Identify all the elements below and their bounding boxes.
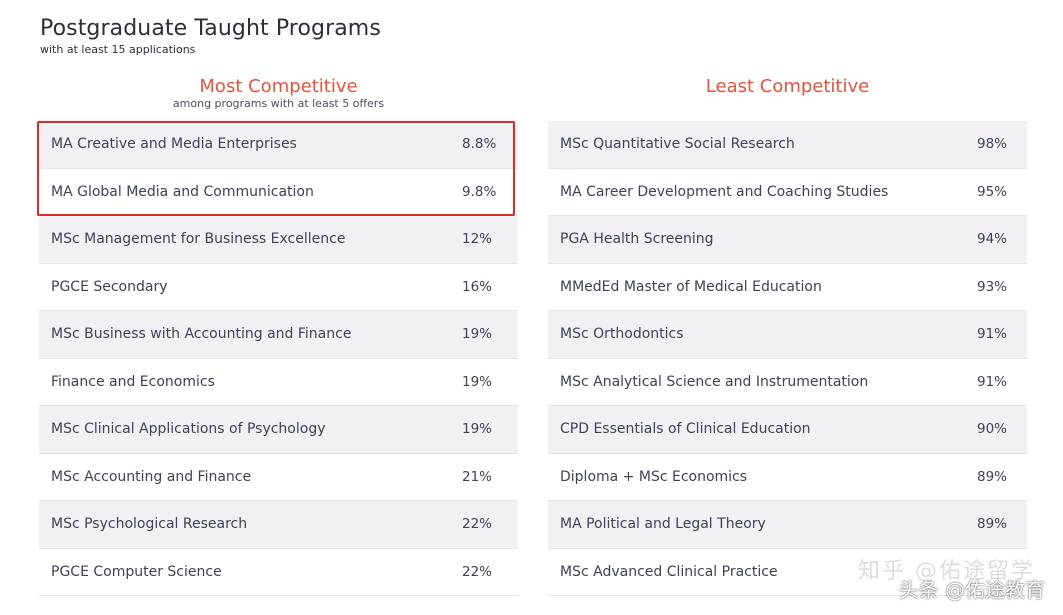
acceptance-rate: 89% [977,468,1008,485]
table-row: MSc Clinical Applications of Psychology … [39,406,518,454]
table-row: MA Global Media and Communication 9.8% [39,168,518,216]
watermark-ghost: 知乎 @佑途留学 [858,559,1035,584]
page-title: Postgraduate Taught Programs [40,16,381,41]
program-name: MSc Clinical Applications of Psychology [51,421,326,438]
program-name: MSc Quantitative Social Research [560,136,795,153]
program-name: PGCE Computer Science [51,563,222,580]
table-row: MSc Advanced Clinical Practice [548,548,1027,596]
acceptance-rate: 98% [977,136,1008,153]
acceptance-rate: 19% [462,421,493,438]
program-name: PGCE Secondary [51,278,168,295]
watermark-text: 头条 @佑途教育 [898,578,1045,602]
acceptance-rate: 19% [462,373,493,390]
acceptance-rate: 22% [462,563,493,580]
page-header: Postgraduate Taught Programs with at lea… [40,14,381,56]
program-name: MA Creative and Media Enterprises [51,136,297,153]
acceptance-rate: 22% [462,516,493,533]
program-name: MSc Analytical Science and Instrumentati… [560,373,869,390]
table-row: MSc Business with Accounting and Finance… [39,311,518,359]
table-row: CPD Essentials of Clinical Education 90% [548,406,1027,454]
acceptance-rate: 12% [462,231,493,248]
program-name: MSc Orthodontics [560,326,684,343]
program-name: Finance and Economics [51,373,215,390]
acceptance-rate: 90% [977,421,1008,438]
most-competitive-heading: Most Competitive among programs with at … [39,74,518,121]
acceptance-rate: 19% [462,326,493,343]
least-competitive-column: Least Competitive MSc Quantitative Socia… [548,74,1027,596]
acceptance-rate: 95% [977,183,1008,200]
least-competitive-title: Least Competitive [705,76,870,97]
table-row: Finance and Economics 19% [39,358,518,406]
least-competitive-heading: Least Competitive [548,74,1027,121]
acceptance-rate: 89% [977,516,1008,533]
table-row: Diploma + MSc Economics 89% [548,453,1027,501]
table-row: MMedEd Master of Medical Education 93% [548,263,1027,311]
program-name: MSc Accounting and Finance [51,468,252,485]
program-name: MSc Management for Business Excellence [51,231,346,248]
acceptance-rate: 8.8% [462,136,497,153]
acceptance-rate: 94% [977,231,1008,248]
acceptance-rate: 9.8% [462,183,497,200]
program-name: MSc Business with Accounting and Finance [51,326,352,343]
table-row: MSc Analytical Science and Instrumentati… [548,358,1027,406]
table-row: MSc Quantitative Social Research 98% [548,121,1027,169]
table-row: MSc Management for Business Excellence 1… [39,216,518,264]
program-name: PGA Health Screening [560,231,714,248]
program-name: MSc Advanced Clinical Practice [560,563,778,580]
watermark: 头条 @佑途教育 [899,574,1045,603]
program-name: MA Political and Legal Theory [560,516,766,533]
program-name: MSc Psychological Research [51,516,248,533]
program-name: CPD Essentials of Clinical Education [560,421,811,438]
table-row: MA Political and Legal Theory 89% [548,501,1027,549]
most-competitive-table: MA Creative and Media Enterprises 8.8% M… [37,121,518,596]
acceptance-rate: 93% [977,278,1008,295]
table-row: MSc Psychological Research 22% [39,501,518,549]
program-name: MMedEd Master of Medical Education [560,278,822,295]
table-row: PGA Health Screening 94% [548,216,1027,264]
most-competitive-subtitle: among programs with at least 5 offers [172,97,385,110]
program-name: MA Career Development and Coaching Studi… [560,183,889,200]
table-row: MA Career Development and Coaching Studi… [548,168,1027,216]
acceptance-rate: 91% [977,373,1008,390]
table-row: PGCE Computer Science 22% [39,548,518,596]
acceptance-rate: 91% [977,326,1008,343]
acceptance-rate: 21% [462,468,493,485]
table-row: MSc Accounting and Finance 21% [39,453,518,501]
program-name: Diploma + MSc Economics [560,468,748,485]
table-row: PGCE Secondary 16% [39,263,518,311]
most-competitive-column: Most Competitive among programs with at … [37,74,518,596]
least-competitive-table: MSc Quantitative Social Research 98% MA … [548,121,1027,596]
table-row: MSc Orthodontics 91% [548,311,1027,359]
table-row: MA Creative and Media Enterprises 8.8% [39,121,518,169]
acceptance-rate: 16% [462,278,493,295]
program-name: MA Global Media and Communication [51,183,314,200]
page-subtitle: with at least 15 applications [40,43,196,56]
most-competitive-title: Most Competitive [199,76,358,97]
